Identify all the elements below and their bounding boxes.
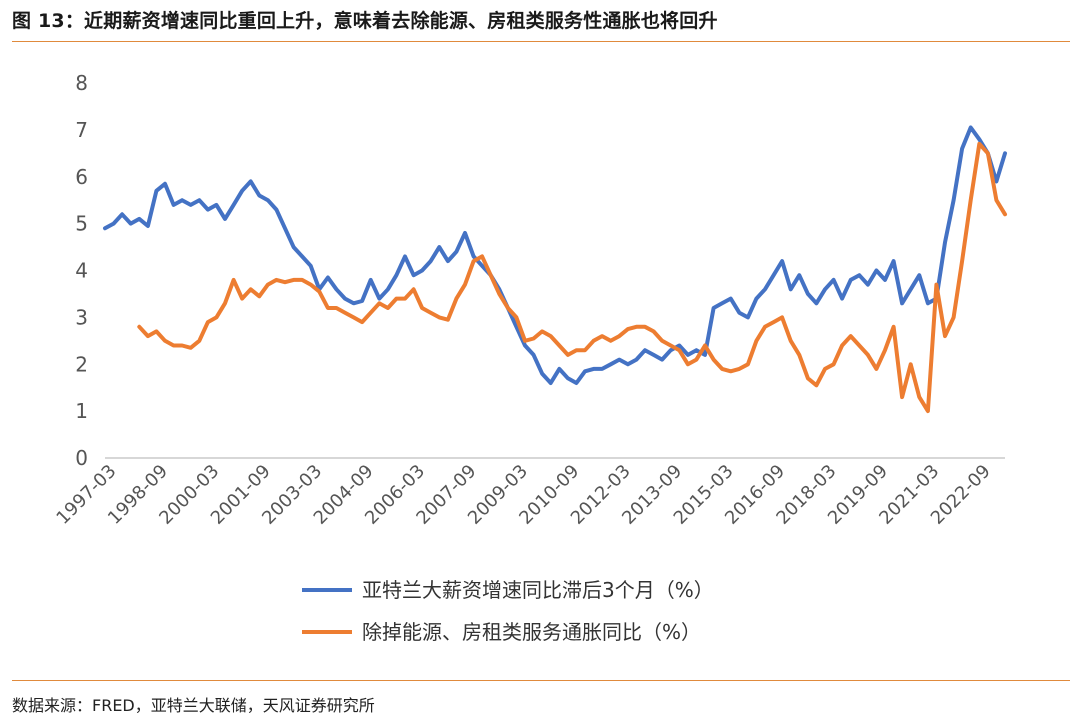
- y-tick-label: 5: [75, 212, 88, 236]
- figure-title: 图 13：近期薪资增速同比重回上升，意味着去除能源、房租类服务性通胀也将回升: [12, 10, 718, 32]
- source-note: 数据来源：FRED，亚特兰大联储，天风证券研究所: [12, 696, 375, 715]
- y-tick-label: 8: [75, 71, 88, 95]
- title-divider: [12, 41, 1070, 42]
- y-tick-label: 6: [75, 165, 88, 189]
- series-line-2: [137, 141, 1007, 414]
- y-tick-label: 1: [75, 399, 88, 423]
- legend-label-2: 除掉能源、房租类服务通胀同比（%）: [362, 620, 701, 644]
- y-tick-label: 3: [75, 305, 88, 329]
- footer-divider: [12, 680, 1070, 681]
- legend: 亚特兰大薪资增速同比滞后3个月（%） 除掉能源、房租类服务通胀同比（%）: [302, 578, 714, 644]
- y-tick-label: 0: [75, 446, 88, 470]
- y-axis: 0 1 2 3 4 5 6 7 8: [75, 71, 88, 470]
- legend-label-1: 亚特兰大薪资增速同比滞后3个月（%）: [362, 578, 714, 602]
- line-chart: 0 1 2 3 4 5 6 7 8 1997-031998-092000-032001-0920…: [52, 71, 1007, 644]
- y-tick-label: 2: [75, 352, 88, 376]
- y-tick-label: 4: [75, 259, 88, 283]
- plot-area: [103, 125, 1007, 414]
- x-axis: 1997-031998-092000-032001-092003-032004-…: [52, 457, 1005, 529]
- y-tick-label: 7: [75, 118, 88, 142]
- series-line-1: [103, 125, 1007, 385]
